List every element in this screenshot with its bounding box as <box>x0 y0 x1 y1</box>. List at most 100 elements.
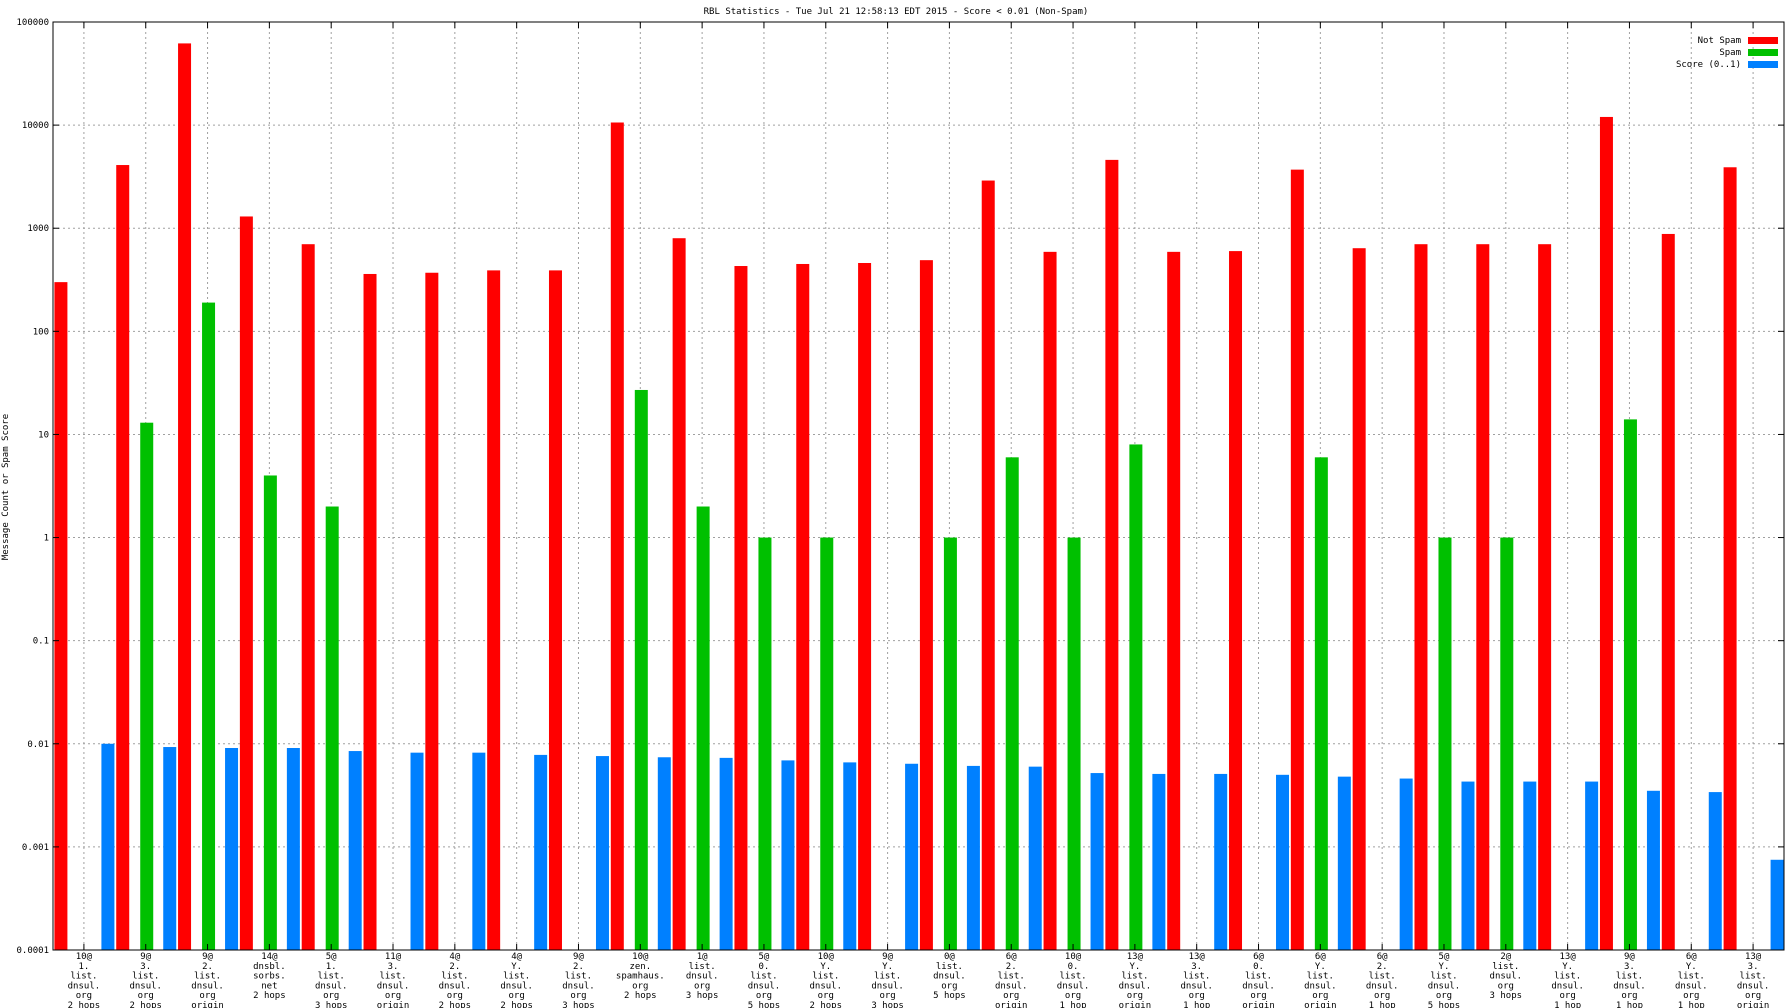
x-category-label-line: list. <box>689 962 716 972</box>
x-category-label: 1@ list. dnsul. org 3 hops <box>686 952 719 1001</box>
x-category-label-line: dnsul. <box>500 981 533 991</box>
x-category-label-line: dnsul. <box>377 981 410 991</box>
x-category-label: 10@ 0. list. dnsul. org 1 hop <box>1057 952 1090 1008</box>
bar-spam <box>1438 537 1452 950</box>
x-category-label-line: list. <box>1369 972 1396 982</box>
x-category-label-line: org <box>756 991 772 1001</box>
x-category-label: 10@ 1. list. dnsul. org 2 hops <box>68 952 101 1008</box>
x-category-label-line: 10@ <box>818 952 835 962</box>
x-category-label-line: org <box>1374 991 1390 1001</box>
x-category-label-line: org <box>1436 991 1452 1001</box>
x-category-label-line: 0. <box>759 962 770 972</box>
x-category-label-line: org <box>1189 991 1205 1001</box>
x-category-label-line: 2@ <box>1500 952 1511 962</box>
x-category-label-line: origin <box>191 1001 224 1008</box>
x-category-label-line: list. <box>812 972 839 982</box>
x-category-label-line: list. <box>70 972 97 982</box>
x-category-label-line: dnsul. <box>1490 972 1523 982</box>
y-tick-label: 10000 <box>22 121 49 131</box>
x-category-label-line: dnsul. <box>1057 981 1090 991</box>
bar-not-spam <box>981 180 995 951</box>
x-category-label-line: list. <box>132 972 159 982</box>
bar-score-0-1 <box>595 756 609 950</box>
x-category-label-line: org <box>1003 991 1019 1001</box>
bar-spam <box>325 506 339 950</box>
x-category-label-line: Y. <box>1439 962 1450 972</box>
x-category-label-line: list. <box>1492 962 1519 972</box>
x-category-label-line: org <box>385 991 401 1001</box>
x-category-label-line: org <box>199 991 215 1001</box>
x-category-label-line: 9@ <box>140 952 151 962</box>
bar-not-spam <box>1476 244 1490 950</box>
bar-score-0-1 <box>163 747 177 950</box>
bar-score-0-1 <box>843 762 857 950</box>
x-category-label-line: org <box>138 991 154 1001</box>
x-category-label-line: 10@ <box>76 952 93 962</box>
x-category-label-line: 5 hops <box>933 991 966 1001</box>
x-category-label-line: list. <box>1060 972 1087 982</box>
x-category-label-line: org <box>632 981 648 991</box>
legend-label: Not Spam <box>1698 36 1741 46</box>
x-category-label-line: origin <box>995 1001 1028 1008</box>
x-category-label-line: 9@ <box>1624 952 1635 962</box>
bar-not-spam <box>1538 244 1552 950</box>
bar-not-spam <box>1599 116 1613 950</box>
x-category-label-line: 3 hops <box>562 1001 595 1008</box>
bar-not-spam <box>178 43 192 950</box>
x-category-label-line: Y. <box>1686 962 1697 972</box>
x-category-label: 5@ 0. list. dnsul. org 5 hops <box>748 952 781 1008</box>
y-tick-labels: 0.0001 0.001 0.01 0.1 1 10 100 1000 10000 100000 <box>16 18 49 956</box>
bar-not-spam <box>858 262 872 951</box>
x-category-label-line: 1 hop <box>1616 1001 1643 1008</box>
bar-not-spam <box>1229 251 1243 950</box>
bar-not-spam <box>301 244 315 950</box>
y-tick-label: 100000 <box>16 18 49 28</box>
bar-spam <box>202 302 216 951</box>
x-category-label-line: 2 hops <box>439 1001 472 1008</box>
x-category-label-line: dnsul. <box>1304 981 1337 991</box>
x-category-label: 13@ 3. list. dnsul. org origin <box>1737 952 1770 1008</box>
x-category-label: 5@ 1. list. dnsul. org 3 hops <box>315 952 348 1008</box>
x-category-label-line: org <box>1683 991 1699 1001</box>
x-category-label-line: sorbs. <box>253 972 286 982</box>
x-category-label-line: 3. <box>1191 962 1202 972</box>
y-tick-label: 0.01 <box>27 740 49 750</box>
x-category-label-line: list. <box>318 972 345 982</box>
x-category-label-line: list. <box>1245 972 1272 982</box>
x-category-label-line: list. <box>1554 972 1581 982</box>
x-category-label-line: 1. <box>78 962 89 972</box>
bar-score-0-1 <box>1214 773 1228 950</box>
x-category-label-line: 6@ <box>1253 952 1264 962</box>
x-category-label-line: 2. <box>1377 962 1388 972</box>
x-category-label-line: dnsul. <box>1428 981 1461 991</box>
y-axis-label: Message Count or Spam Score <box>1 414 11 560</box>
x-category-label-line: Y. <box>882 962 893 972</box>
x-category-label: 13@ Y. list. dnsul. org origin <box>1119 952 1152 1008</box>
x-category-label: 9@ 2. list. dnsul. org origin <box>191 952 224 1008</box>
x-category-label-line: dnsul. <box>191 981 224 991</box>
x-category-label-line: 2 hops <box>253 991 286 1001</box>
bar-score-0-1 <box>966 765 980 950</box>
x-category-label-line: Y. <box>511 962 522 972</box>
bar-score-0-1 <box>1337 776 1351 950</box>
x-category-label-line: 10@ <box>632 952 649 962</box>
bar-not-spam <box>1043 251 1057 951</box>
bar-not-spam <box>548 270 562 950</box>
bar-not-spam <box>672 238 686 950</box>
x-category-label-line: 6@ <box>1377 952 1388 962</box>
x-category-label-line: list. <box>750 972 777 982</box>
x-category-label-line: org <box>1250 991 1266 1001</box>
bar-score-0-1 <box>1276 774 1290 950</box>
bar-not-spam <box>796 263 810 950</box>
x-category-label: 5@ Y. list. dnsul. org 5 hops <box>1428 952 1461 1008</box>
x-category-label: 0@ list. dnsul. org 5 hops <box>933 952 966 1001</box>
bar-not-spam <box>116 165 130 950</box>
y-tick-label: 10 <box>38 430 49 440</box>
x-category-label-line: origin <box>1737 1001 1770 1008</box>
y-tick-label: 1000 <box>27 224 49 234</box>
x-category-label-line: dnsul. <box>933 972 966 982</box>
legend-label: Spam <box>1719 48 1741 58</box>
bar-not-spam <box>1352 248 1366 950</box>
bar-not-spam <box>1105 159 1119 950</box>
bar-score-0-1 <box>1523 781 1537 950</box>
